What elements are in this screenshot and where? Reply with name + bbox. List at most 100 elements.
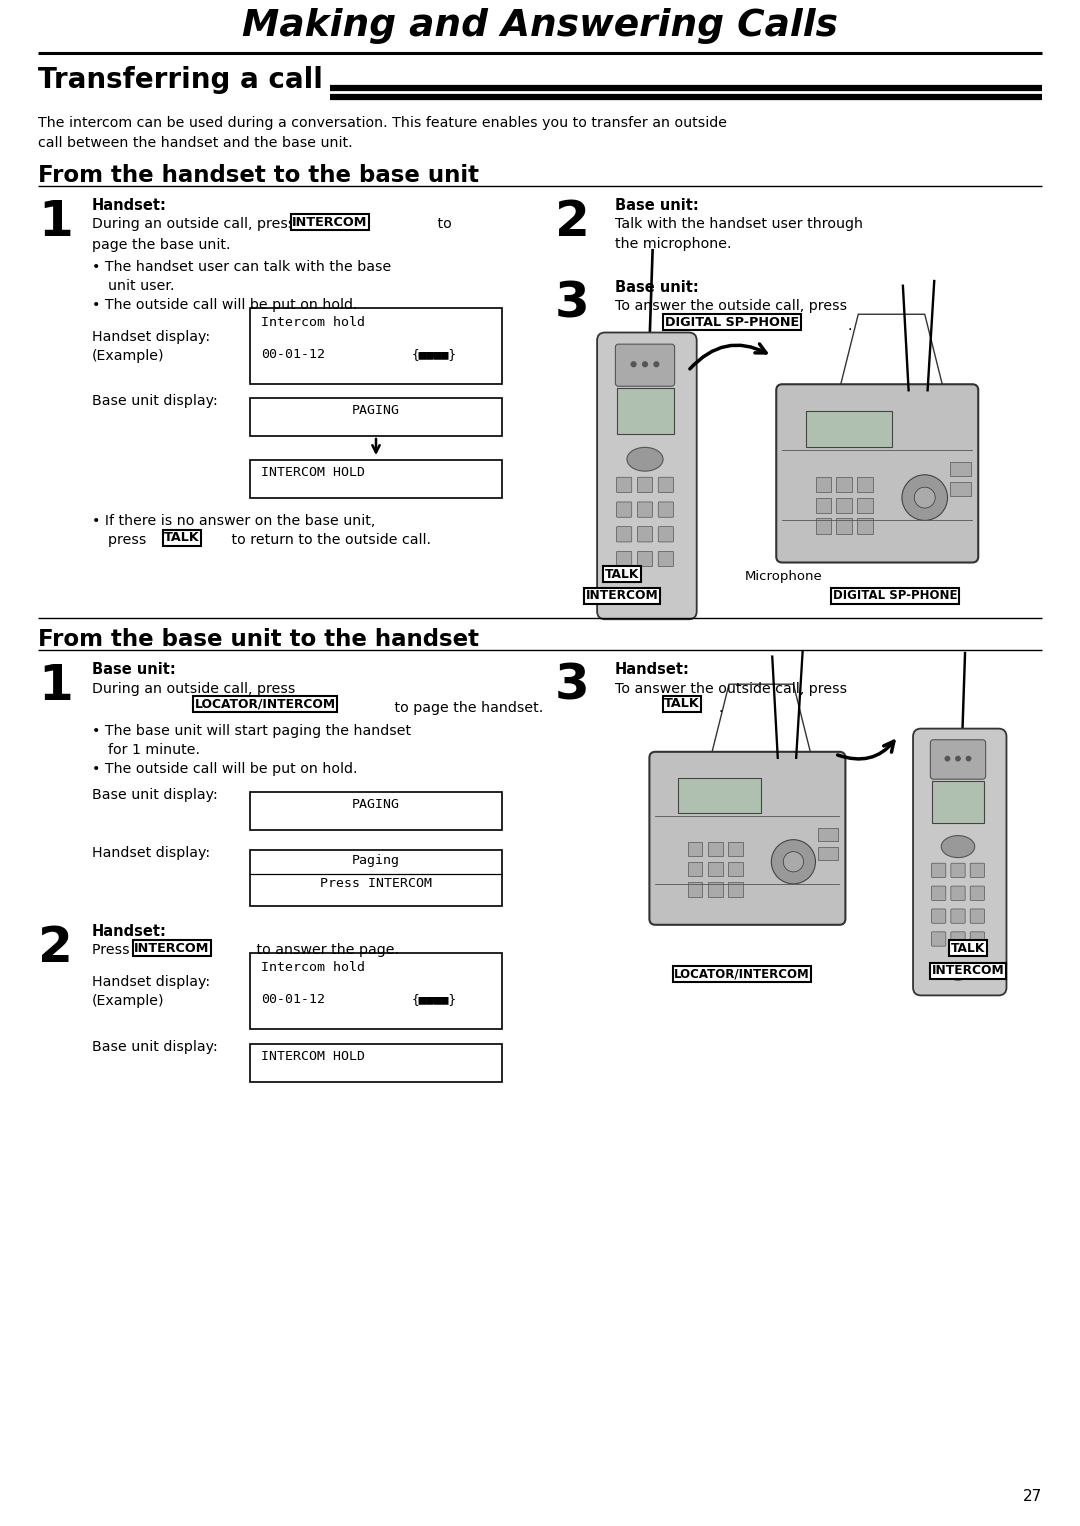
Text: unit user.: unit user.	[108, 279, 175, 293]
Circle shape	[956, 757, 960, 761]
Text: Handset display:: Handset display:	[92, 330, 211, 343]
Bar	[707, 882, 723, 897]
Text: TALK: TALK	[664, 697, 700, 711]
Bar	[617, 388, 674, 433]
Text: Base unit display:: Base unit display:	[92, 787, 218, 803]
Text: During an outside call, press: During an outside call, press	[92, 217, 300, 230]
Text: The intercom can be used during a conversation. This feature enables you to tran: The intercom can be used during a conver…	[38, 116, 727, 130]
Text: 2: 2	[555, 198, 590, 246]
Text: LOCATOR/INTERCOM: LOCATOR/INTERCOM	[674, 967, 810, 981]
Bar	[249, 398, 502, 436]
Text: DIGITAL SP-PHONE: DIGITAL SP-PHONE	[665, 316, 799, 328]
Text: PAGING: PAGING	[352, 798, 400, 810]
Text: 00-01-12: 00-01-12	[261, 993, 325, 1006]
Bar	[932, 781, 984, 823]
Text: PAGING: PAGING	[352, 404, 400, 417]
Text: 3: 3	[555, 662, 590, 710]
Bar	[678, 778, 761, 813]
Text: page the base unit.: page the base unit.	[92, 238, 230, 252]
Text: Base unit:: Base unit:	[92, 662, 176, 678]
Bar	[707, 841, 723, 856]
Text: Handset:: Handset:	[615, 662, 690, 678]
Text: 1: 1	[38, 662, 72, 710]
Bar	[815, 519, 831, 534]
Ellipse shape	[942, 836, 975, 858]
Text: INTERCOM: INTERCOM	[293, 215, 367, 229]
Bar	[819, 827, 838, 841]
Text: to answer the page.: to answer the page.	[252, 943, 399, 957]
FancyBboxPatch shape	[617, 502, 632, 517]
Bar	[688, 862, 702, 876]
Text: TALK: TALK	[950, 942, 985, 954]
Bar	[858, 519, 873, 534]
Text: • The base unit will start paging the handset: • The base unit will start paging the ha…	[92, 723, 411, 739]
Text: DIGITAL SP-PHONE: DIGITAL SP-PHONE	[833, 589, 957, 603]
Text: To answer the outside call, press: To answer the outside call, press	[615, 682, 847, 696]
Text: Intercom hold: Intercom hold	[261, 961, 365, 974]
Bar	[815, 497, 831, 513]
Bar	[249, 792, 502, 830]
Bar	[249, 954, 502, 1029]
FancyBboxPatch shape	[597, 333, 697, 620]
FancyBboxPatch shape	[950, 932, 966, 946]
Text: Base unit:: Base unit:	[615, 198, 699, 214]
Ellipse shape	[948, 967, 968, 980]
Text: INTERCOM HOLD: INTERCOM HOLD	[261, 465, 365, 479]
FancyBboxPatch shape	[913, 728, 1007, 995]
Circle shape	[643, 362, 647, 366]
FancyBboxPatch shape	[950, 864, 966, 877]
FancyBboxPatch shape	[950, 887, 966, 900]
Text: to: to	[433, 217, 451, 230]
FancyBboxPatch shape	[931, 887, 946, 900]
Text: From the base unit to the handset: From the base unit to the handset	[38, 629, 480, 652]
Text: to return to the outside call.: to return to the outside call.	[227, 533, 431, 546]
Text: TALK: TALK	[164, 531, 200, 545]
FancyBboxPatch shape	[777, 385, 978, 563]
Text: for 1 minute.: for 1 minute.	[108, 743, 200, 757]
FancyBboxPatch shape	[970, 909, 985, 923]
Text: • The handset user can talk with the base: • The handset user can talk with the bas…	[92, 259, 391, 275]
Circle shape	[945, 757, 949, 761]
Ellipse shape	[627, 447, 663, 472]
Text: Handset:: Handset:	[92, 925, 167, 938]
Text: (Example): (Example)	[92, 993, 164, 1009]
Text: .: .	[718, 700, 723, 716]
Bar	[249, 459, 502, 497]
Text: Handset display:: Handset display:	[92, 845, 211, 861]
Text: INTERCOM HOLD: INTERCOM HOLD	[261, 1050, 365, 1064]
FancyBboxPatch shape	[637, 551, 652, 566]
Text: To answer the outside call, press: To answer the outside call, press	[615, 299, 847, 313]
FancyBboxPatch shape	[970, 864, 985, 877]
Bar	[858, 497, 873, 513]
Bar	[707, 862, 723, 876]
Text: LOCATOR/INTERCOM: LOCATOR/INTERCOM	[194, 697, 336, 711]
Bar	[728, 862, 743, 876]
Bar	[806, 410, 891, 447]
Text: From the handset to the base unit: From the handset to the base unit	[38, 163, 480, 188]
Text: Handset display:: Handset display:	[92, 975, 211, 989]
Text: (Example): (Example)	[92, 349, 164, 363]
Text: 00-01-12: 00-01-12	[261, 348, 325, 362]
Bar	[819, 847, 838, 861]
FancyBboxPatch shape	[617, 526, 632, 542]
FancyBboxPatch shape	[617, 551, 632, 566]
Text: Microphone: Microphone	[745, 571, 823, 583]
Bar	[249, 850, 502, 906]
Text: TALK: TALK	[605, 568, 639, 580]
Bar	[836, 497, 852, 513]
Text: Paging: Paging	[352, 855, 400, 867]
Ellipse shape	[915, 487, 935, 508]
Circle shape	[631, 362, 636, 366]
Circle shape	[967, 757, 971, 761]
FancyBboxPatch shape	[658, 502, 674, 517]
Bar	[950, 462, 971, 476]
Polygon shape	[711, 684, 812, 758]
Ellipse shape	[635, 591, 656, 604]
Text: INTERCOM: INTERCOM	[134, 942, 210, 954]
FancyBboxPatch shape	[931, 909, 946, 923]
Bar	[688, 841, 702, 856]
Text: Press INTERCOM: Press INTERCOM	[320, 877, 432, 890]
Text: • The outside call will be put on hold.: • The outside call will be put on hold.	[92, 761, 357, 777]
Ellipse shape	[771, 839, 815, 884]
Text: press: press	[108, 533, 151, 546]
